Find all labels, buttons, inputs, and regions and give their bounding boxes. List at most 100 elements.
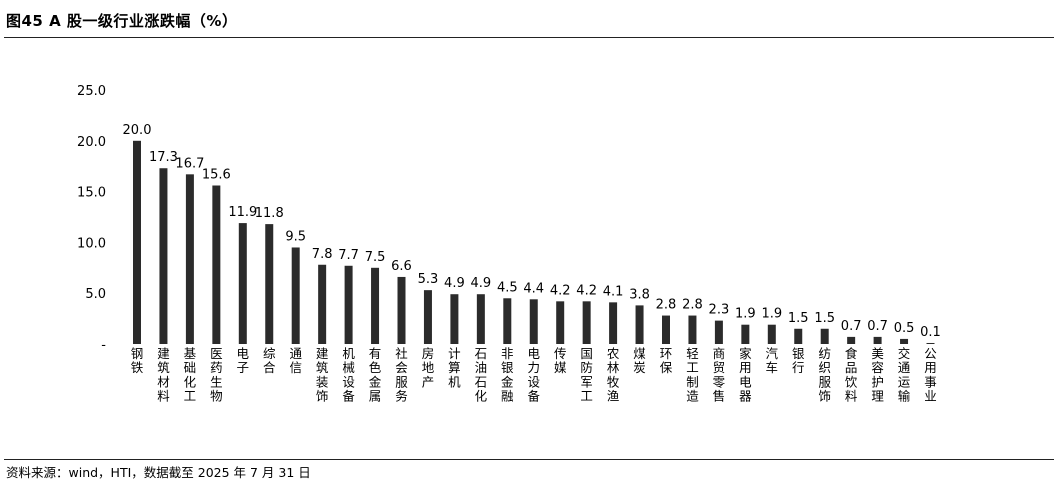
x-tick-label: 商贸零售	[713, 346, 726, 404]
data-label: 1.9	[761, 307, 782, 322]
y-tick-label: 15.0	[77, 186, 106, 201]
data-label: 9.5	[285, 229, 306, 244]
data-label: 20.0	[123, 123, 152, 138]
bar	[820, 328, 829, 344]
x-tick-label: 美容护理	[871, 346, 884, 404]
data-label: 1.9	[735, 307, 756, 322]
bar	[423, 290, 432, 344]
data-label: 6.6	[391, 259, 412, 274]
x-tick-label: 汽车	[766, 346, 779, 375]
bar	[582, 301, 591, 344]
bar	[741, 324, 750, 344]
data-label: 0.1	[920, 325, 941, 340]
x-tick-label: 纺织服饰	[818, 346, 831, 404]
bar	[556, 301, 565, 344]
bar	[794, 328, 803, 344]
bar	[873, 336, 882, 344]
data-label: 2.8	[682, 298, 703, 313]
bar	[503, 298, 512, 344]
x-tick-label: 电子	[237, 346, 250, 375]
data-label: 11.8	[255, 206, 284, 221]
bar	[265, 224, 274, 344]
y-tick-label: 20.0	[77, 135, 106, 150]
bar	[397, 276, 406, 344]
data-label: 4.2	[576, 283, 597, 298]
data-label: 4.9	[471, 276, 492, 291]
data-label: 1.5	[814, 311, 835, 326]
bar	[529, 299, 538, 344]
x-tick-label: 基础化工	[184, 346, 197, 404]
bar	[291, 247, 300, 344]
data-label: 0.7	[867, 319, 888, 334]
x-tick-label: 传媒	[554, 346, 567, 375]
bar	[688, 315, 697, 344]
data-label: 4.9	[444, 276, 465, 291]
data-label: 0.5	[894, 321, 915, 336]
data-label: 2.8	[656, 298, 677, 313]
x-tick-label: 钢铁	[131, 346, 144, 375]
bar	[450, 294, 459, 344]
bar	[609, 302, 618, 344]
y-tick-label: -	[101, 338, 106, 353]
data-label: 2.3	[709, 303, 730, 318]
bar	[185, 174, 194, 344]
bar	[238, 223, 247, 344]
x-tick-label: 家用电器	[739, 346, 752, 404]
x-tick-label: 国防军工	[580, 346, 593, 404]
data-label: 16.7	[175, 156, 204, 171]
x-tick-label: 银行	[792, 346, 805, 375]
data-label: 3.8	[629, 287, 650, 302]
x-tick-label: 石油石化	[475, 346, 488, 404]
data-label: 0.7	[841, 319, 862, 334]
x-tick-label: 公用事业	[924, 346, 937, 404]
data-label: 4.1	[603, 284, 624, 299]
bar	[133, 140, 141, 344]
y-tick-label: 10.0	[77, 236, 106, 251]
x-tick-label: 电力设备	[527, 346, 540, 404]
data-label: 7.7	[338, 248, 359, 263]
source-note: 资料来源：wind，HTI，数据截至 2025 年 7 月 31 日	[6, 465, 311, 480]
bar	[159, 168, 168, 344]
bar	[714, 320, 723, 344]
chart-title: 图45 A 股一级行业涨跌幅（%）	[6, 12, 238, 30]
x-tick-label: 食品饮料	[845, 346, 858, 404]
bar	[847, 336, 856, 344]
x-tick-label: 通信	[289, 346, 302, 375]
data-label: 17.3	[149, 150, 178, 165]
x-tick-label: 轻工制造	[686, 346, 699, 404]
bar	[635, 305, 644, 344]
x-tick-label: 医药生物	[210, 346, 223, 404]
bar	[371, 267, 380, 344]
data-label: 7.8	[312, 247, 333, 262]
x-tick-label: 非银金融	[501, 346, 514, 404]
bar	[767, 324, 776, 344]
y-tick-label: 25.0	[77, 84, 106, 99]
x-tick-label: 计算机	[448, 346, 461, 389]
bar	[662, 315, 670, 344]
bar	[926, 342, 935, 344]
data-label: 15.6	[202, 168, 231, 183]
data-label: 11.9	[228, 205, 257, 220]
x-tick-label: 机械设备	[342, 346, 355, 404]
x-tick-label: 有色金属	[369, 346, 382, 404]
data-label: 4.2	[550, 283, 571, 298]
data-label: 4.4	[523, 281, 544, 296]
x-tick-label: 综合	[263, 346, 276, 375]
bar	[344, 265, 353, 344]
x-tick-label: 建筑材料	[157, 346, 170, 404]
bar	[476, 294, 485, 344]
top-rule	[4, 37, 1054, 38]
x-tick-label: 建筑装饰	[316, 346, 329, 404]
x-tick-label: 交通运输	[898, 346, 911, 404]
x-tick-label: 煤炭	[633, 346, 646, 375]
x-tick-label: 环保	[660, 346, 673, 375]
data-label: 7.5	[365, 250, 386, 265]
x-tick-label: 农林牧渔	[607, 346, 620, 404]
bar	[212, 185, 221, 344]
bar	[318, 264, 327, 344]
y-tick-label: 5.0	[85, 287, 106, 302]
x-tick-label: 房地产	[422, 346, 435, 389]
data-label: 5.3	[418, 272, 439, 287]
data-label: 4.5	[497, 280, 518, 295]
